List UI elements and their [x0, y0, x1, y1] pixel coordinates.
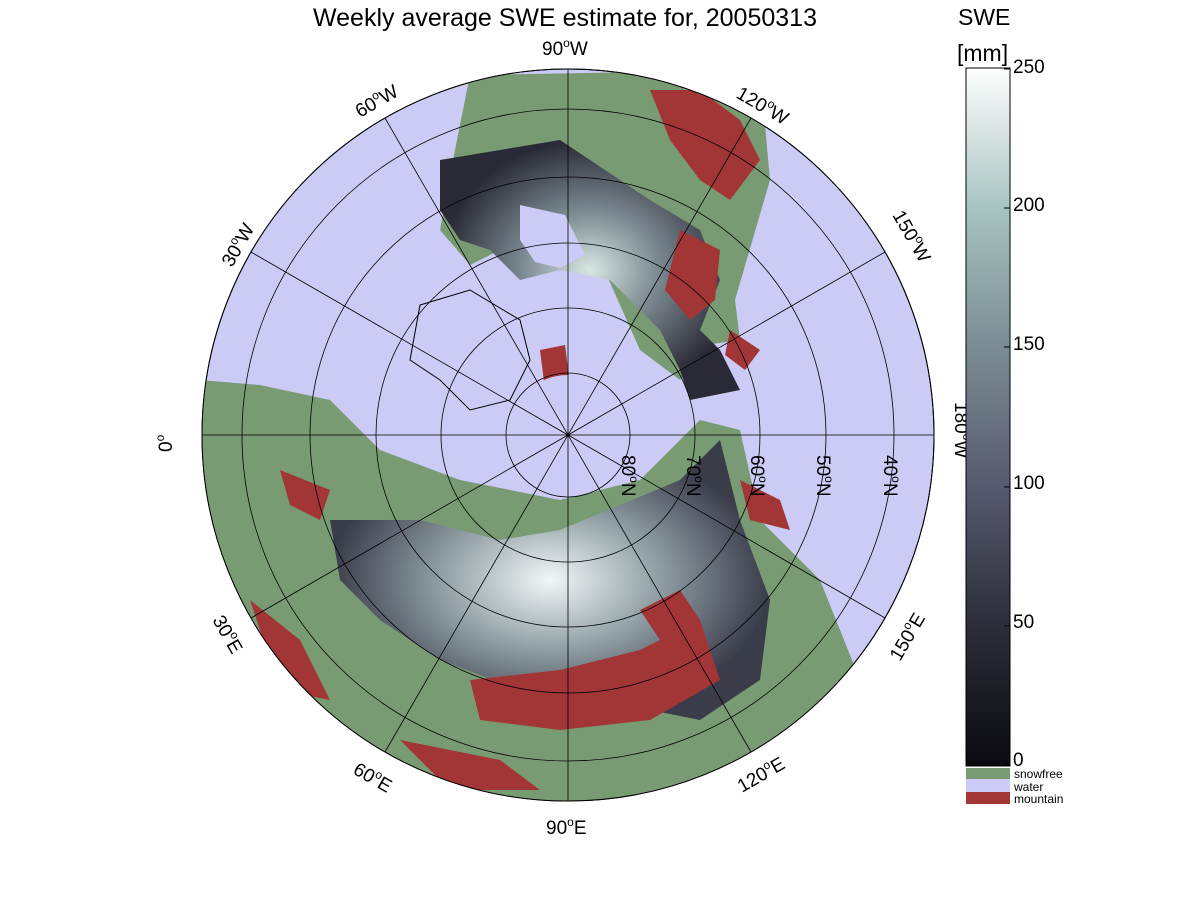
colorbar-tick-200: 200: [1013, 195, 1045, 216]
hudson-bay: [520, 205, 585, 268]
colorbar-tick-50: 50: [1013, 612, 1035, 633]
colorbar-tick-0: 0: [1013, 750, 1024, 771]
lat-label-40n: 40oN: [879, 455, 903, 497]
chart-title: Weekly average SWE estimate for, 2005031…: [313, 4, 817, 32]
lat-label-50n: 50oN: [812, 455, 836, 497]
colorbar-tick-100: 100: [1013, 473, 1045, 494]
legend-label-mountain: mountain: [1014, 792, 1064, 806]
lon-label-150w: 150oW: [888, 206, 937, 267]
greenland: [409, 289, 531, 411]
colorbar-ticks: [1004, 68, 1010, 766]
lon-label-60e: 60oE: [350, 757, 397, 798]
lon-label-90w: 90oW: [542, 36, 588, 60]
colorbar: [965, 67, 1011, 767]
land-masses: [202, 70, 860, 801]
legend-label-water: water: [1014, 780, 1044, 794]
lat-label-60n: 60oN: [746, 455, 770, 497]
lon-label-150e: 150oE: [884, 608, 930, 664]
colorbar-tick-150: 150: [1013, 334, 1045, 355]
colorbar-unit: [mm]: [957, 40, 1009, 66]
mountain-areas: [250, 90, 790, 790]
colorbar-title: SWE: [958, 4, 1011, 30]
lat-label-80n: 80oN: [617, 455, 641, 497]
north-america-snow: [440, 140, 740, 400]
legend-label-snowfree: snowfree: [1014, 767, 1063, 781]
lon-label-30e: 30oE: [208, 611, 249, 658]
legend-swatch-snowfree: [966, 768, 1010, 779]
colorbar-tick-250: 250: [1013, 57, 1045, 78]
graticule: [202, 69, 934, 801]
lat-label-70n: 70oN: [682, 455, 706, 497]
legend-swatch-water: [966, 779, 1010, 792]
lon-label-0: 0o: [153, 434, 177, 452]
latitude-labels: 80oN 70oN 60oN 50oN 40oN: [617, 455, 903, 497]
lon-label-90e: 90oE: [546, 815, 587, 839]
legend-swatch-mountain: [966, 792, 1010, 804]
